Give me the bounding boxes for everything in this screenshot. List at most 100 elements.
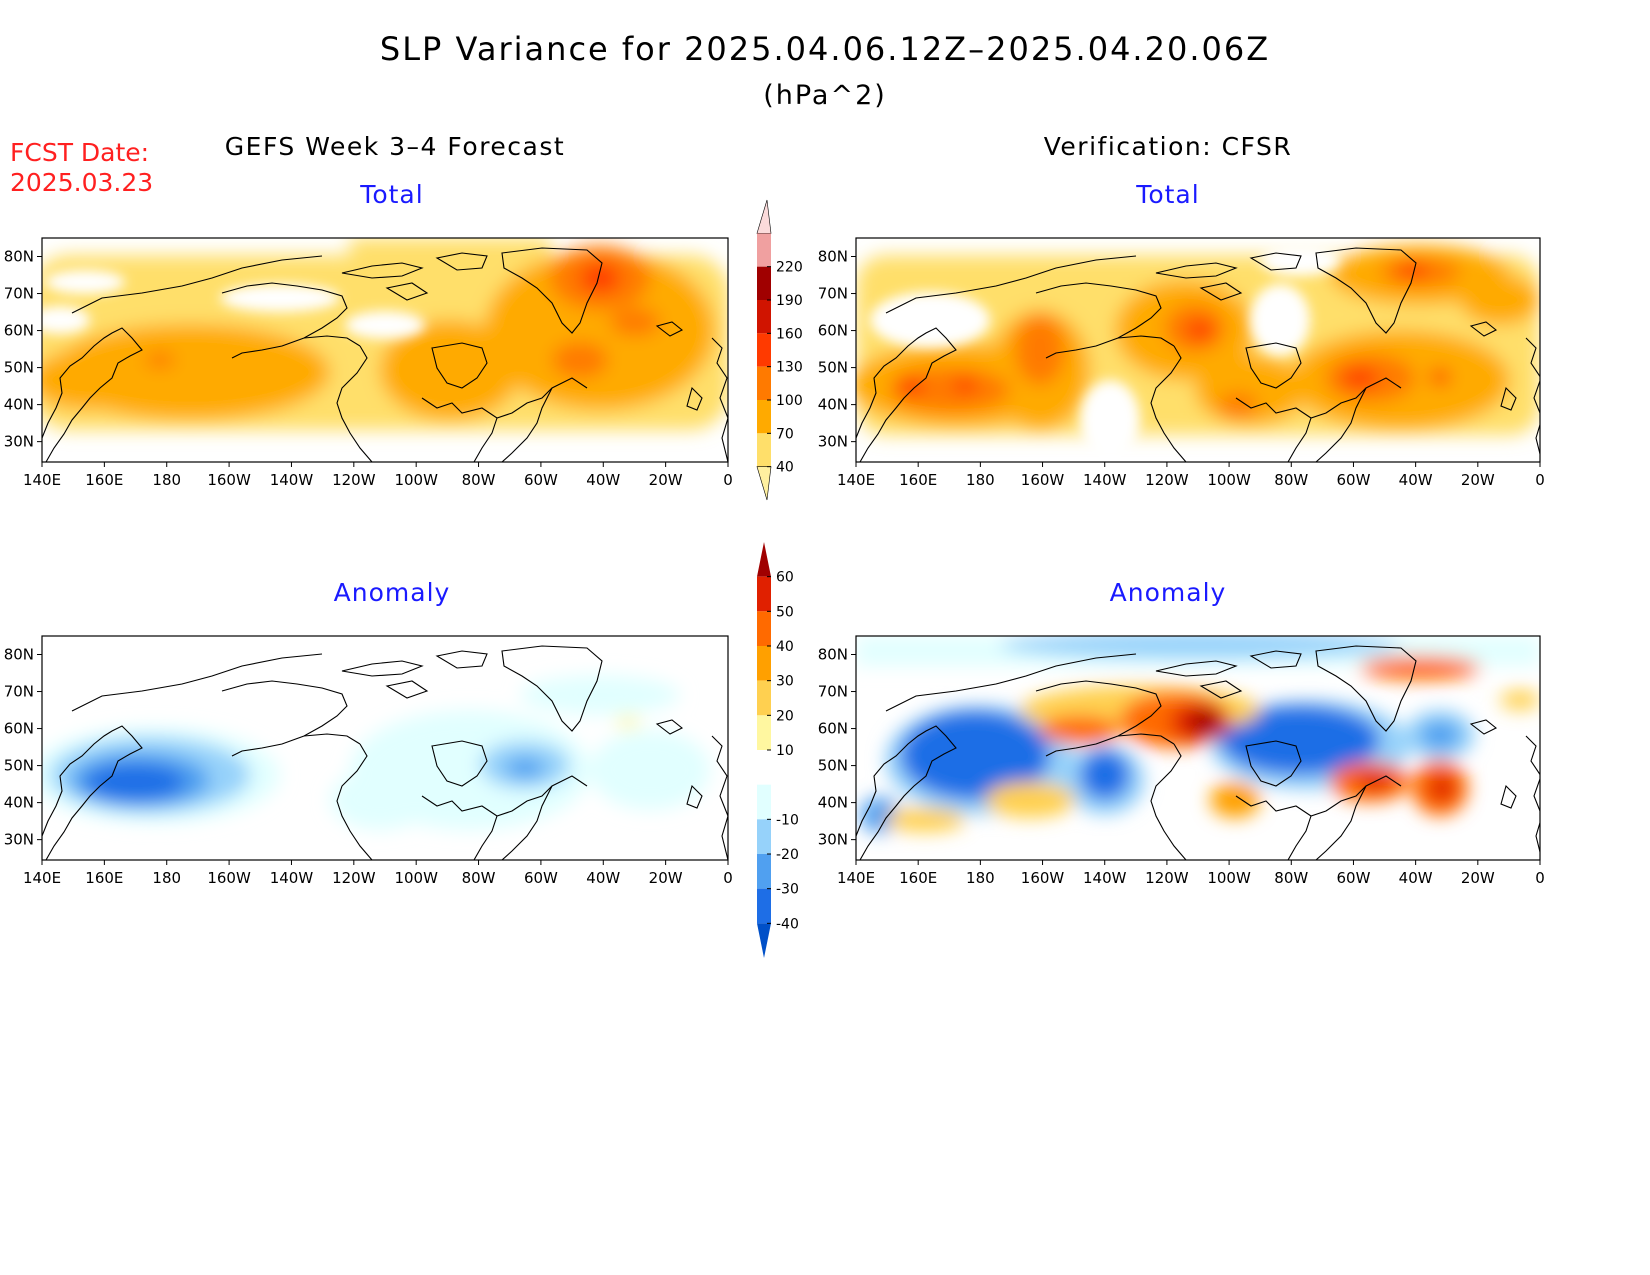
right-column-title: Verification: CFSR: [1043, 132, 1293, 161]
lat-label-bottom-right: 40N: [818, 794, 848, 812]
lat-label-bottom-left: 50N: [4, 757, 34, 775]
lon-label-bottom-right: 180: [966, 869, 995, 887]
colorbar-anomaly-segment: [757, 784, 771, 820]
lon-label-bottom-right: 40W: [1399, 869, 1433, 887]
lat-label-top-left: 40N: [4, 396, 34, 414]
bottom-right-subtitle: Anomaly: [1109, 578, 1227, 607]
lat-label-top-left: 70N: [4, 285, 34, 303]
colorbar-anomaly-label: 20: [776, 708, 794, 724]
colorbar-anomaly-segment: [757, 542, 771, 577]
lon-label-top-left: 120W: [332, 471, 376, 489]
lat-label-bottom-left: 60N: [4, 720, 34, 738]
colorbar-anomaly-label: -30: [776, 882, 799, 898]
lon-label-top-left: 40W: [586, 471, 620, 489]
lon-label-top-left: 60W: [524, 471, 558, 489]
lon-label-bottom-right: 160W: [1021, 869, 1065, 887]
lat-label-top-left: 60N: [4, 322, 34, 340]
colorbar-anomaly-label: 10: [776, 743, 794, 759]
lon-label-bottom-left: 160W: [207, 869, 251, 887]
bottom-left-subtitle: Anomaly: [333, 578, 451, 607]
lon-label-top-right: 120W: [1145, 471, 1189, 489]
colorbar-anomaly-label: 60: [776, 570, 794, 586]
lon-label-top-left: 20W: [649, 471, 683, 489]
lat-label-top-right: 70N: [818, 285, 848, 303]
lon-label-bottom-right: 160E: [899, 869, 937, 887]
lat-label-bottom-right: 60N: [818, 720, 848, 738]
main-title: SLP Variance for 2025.04.06.12Z–2025.04.…: [379, 30, 1271, 68]
lon-label-bottom-left: 40W: [586, 869, 620, 887]
lon-label-top-left: 100W: [394, 471, 438, 489]
lon-label-top-left: 180: [152, 471, 181, 489]
top-right-subtitle: Total: [1136, 180, 1200, 209]
colorbar-total-segment: [756, 199, 772, 234]
lon-label-top-right: 140W: [1083, 471, 1127, 489]
lon-label-top-right: 140E: [837, 471, 875, 489]
lat-label-top-left: 30N: [4, 433, 34, 451]
lon-label-bottom-left: 0: [723, 869, 733, 887]
colorbar-total-segment: [757, 333, 771, 367]
colorbar-total-label: 130: [776, 360, 803, 376]
lon-label-bottom-left: 180: [152, 869, 181, 887]
units-label: (hPa^2): [763, 80, 887, 111]
lat-label-bottom-left: 70N: [4, 683, 34, 701]
lon-label-bottom-left: 60W: [524, 869, 558, 887]
colorbar-anomaly-segment: [757, 715, 771, 750]
lon-label-top-right: 40W: [1399, 471, 1433, 489]
map-top-left: [41, 237, 729, 463]
lon-label-bottom-right: 100W: [1207, 869, 1251, 887]
lon-label-top-left: 160W: [207, 471, 251, 489]
lat-label-bottom-left: 80N: [4, 646, 34, 664]
colorbar-anomaly-segment: [757, 819, 771, 854]
lat-label-bottom-right: 80N: [818, 646, 848, 664]
colorbar-total-segment: [757, 266, 771, 300]
colorbar-anomaly-segment: [757, 750, 771, 785]
lon-label-bottom-left: 20W: [649, 869, 683, 887]
lon-label-bottom-right: 60W: [1336, 869, 1370, 887]
colorbar-anomaly-segment: [757, 646, 771, 681]
colorbar-total-segment: [756, 466, 772, 501]
colorbar-total: 40 70 100 130 160 190 220: [756, 199, 803, 501]
fcst-label: FCST Date:: [10, 138, 150, 167]
lat-label-top-right: 40N: [818, 396, 848, 414]
colorbar-anomaly-label: -40: [776, 916, 799, 932]
map-top-right: [855, 237, 1541, 463]
colorbar-anomaly-label: 30: [776, 674, 794, 690]
lon-label-bottom-left: 80W: [462, 869, 496, 887]
colorbar-anomaly-segment: [757, 680, 771, 716]
colorbar-anomaly-segment: [757, 611, 771, 646]
fcst-date: 2025.03.23: [10, 168, 154, 197]
lat-label-bottom-right: 50N: [818, 757, 848, 775]
colorbar-anomaly-segment: [757, 888, 771, 924]
colorbar-total-segment: [757, 233, 771, 267]
lon-label-top-right: 160E: [899, 471, 937, 489]
colorbar-total-segment: [757, 366, 771, 400]
colorbar-total-label: 100: [776, 393, 803, 409]
colorbar-total-segment: [757, 400, 771, 434]
lat-label-bottom-left: 30N: [4, 831, 34, 849]
lon-label-top-right: 80W: [1274, 471, 1308, 489]
fcst-date-block: FCST Date: 2025.03.23: [10, 138, 153, 198]
lon-label-bottom-left: 120W: [332, 869, 376, 887]
lat-label-bottom-right: 70N: [818, 683, 848, 701]
lon-label-top-right: 0: [1535, 471, 1545, 489]
lat-label-bottom-right: 30N: [818, 831, 848, 849]
lon-label-bottom-left: 140W: [270, 869, 314, 887]
lon-label-top-left: 160E: [85, 471, 123, 489]
top-left-subtitle: Total: [360, 180, 424, 209]
colorbar-anomaly-label: 40: [776, 639, 794, 655]
lat-label-top-right: 30N: [818, 433, 848, 451]
lon-label-bottom-right: 140W: [1083, 869, 1127, 887]
lat-label-top-left: 80N: [4, 248, 34, 266]
lon-label-top-left: 80W: [462, 471, 496, 489]
lon-label-bottom-right: 140E: [837, 869, 875, 887]
lon-label-top-right: 20W: [1461, 471, 1495, 489]
map-bottom-right: [855, 635, 1541, 861]
lon-label-top-right: 60W: [1336, 471, 1370, 489]
lat-label-bottom-left: 40N: [4, 794, 34, 812]
lon-label-top-left: 140E: [23, 471, 61, 489]
colorbar-total-label: 190: [776, 293, 803, 309]
lon-label-bottom-left: 100W: [394, 869, 438, 887]
colorbar-anomaly: -40 -30 -20 -10 10 20 30 40 50 60: [757, 542, 799, 958]
lat-label-top-left: 50N: [4, 359, 34, 377]
